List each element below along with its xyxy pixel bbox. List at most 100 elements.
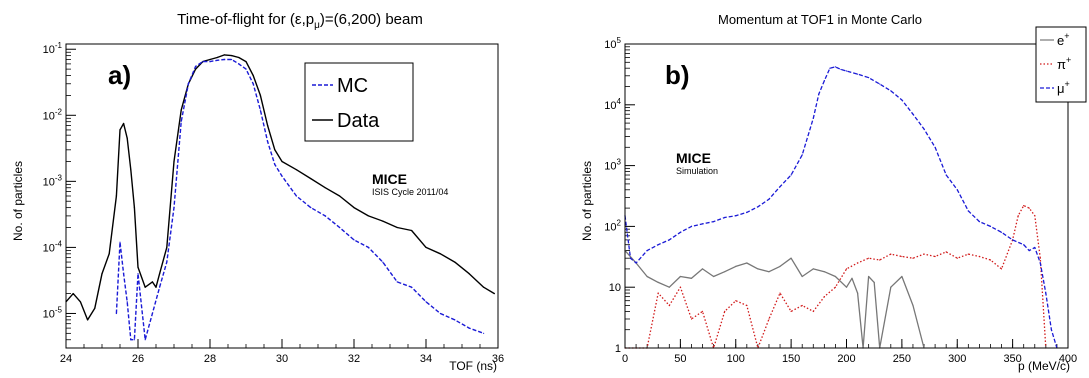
chart-b-point-mu [635,262,637,264]
chart-a-point-mc [310,207,312,209]
chart-a-point-data [396,226,398,229]
chart-b-point-mu [945,174,947,176]
chart-a-point-mc [382,261,384,263]
chart-b-point-mu [724,216,726,219]
chart-a-point-mc [180,121,182,123]
chart-a-ticks: 24 26 28 30 32 34 36 10-1 10-2 10-3 10-4 10-5 [43,41,505,365]
chart-a-legend-text-data: Data [337,110,380,132]
chart-a-ytick-label: 10-4 [43,239,63,254]
chart-b-point-mu [845,70,848,72]
chart-a-point-data [126,137,128,139]
chart-a-point-data [231,55,233,57]
chart-b-point-e [901,275,903,278]
chart-b-point-e [646,275,648,278]
chart-b-ytick-label: 1 [615,343,621,355]
chart-b-point-pi [912,257,914,259]
chart-a-point-data [493,293,495,295]
chart-b-point-e [746,262,748,264]
chart-a-point-mc [281,175,283,177]
chart-b-xtick-label: 400 [1059,353,1077,365]
chart-b-frame [624,43,1069,349]
chart-a-point-mc [454,319,456,321]
chart-b-point-pi [690,318,693,320]
chart-b-point-e [890,286,892,288]
chart-a-point-mc [173,207,175,209]
chart-a-point-data [274,149,276,151]
chart-b-point-e [868,275,870,278]
chart-b-point-e [857,292,859,294]
chart-b-point-pi [790,310,792,312]
chart-a-point-data [108,253,110,255]
chart-a-xtick-label: 24 [60,353,72,365]
chart-a-point-data [324,187,326,189]
chart-b-point-pi [923,253,925,255]
chart-a-point-mc [231,58,233,61]
chart-b-point-pi [1028,207,1030,209]
chart-b-point-mu [757,206,759,208]
chart-a-point-data [281,160,283,163]
chart-b-ytick-label: 10 [609,282,621,294]
chart-b-point-mu [735,215,737,217]
chart-a-point-mc [238,63,240,65]
chart-b-point-mu [1039,262,1041,264]
chart-a-point-mc [126,301,128,303]
chart-a-point-mc [339,226,341,229]
chart-b-point-mu [713,221,715,223]
chart-a-point-data [159,273,161,275]
chart-b-point-pi [978,255,981,258]
chart-b-legend-text-e: e+ [1057,31,1070,48]
chart-a-annotation-sub: ISIS Cycle 2011/04 [372,187,448,197]
chart-a-point-data [180,109,182,111]
chart-b-ylabel: No. of particles [580,161,594,241]
chart-b-series-e [624,250,925,349]
chart-b-legend: e+ π+ μ+ [1035,26,1087,103]
chart-b-point-pi [834,286,837,288]
chart-a-point-mc [119,241,121,243]
chart-a-point-data [454,261,456,263]
chart-a-point-data [295,169,297,171]
chart-b-point-mu [956,189,958,191]
chart-a-point-mc [166,261,168,263]
chart-b-point-pi [934,255,936,258]
chart-b-point-mu [934,146,936,148]
chart-a-xtick-label: 34 [420,353,432,365]
chart-b-ytick-label: 104 [604,97,621,112]
chart-b-point-pi [1039,257,1041,259]
chart-a-point-mc [223,58,225,61]
chart-b-point-e [668,286,670,288]
chart-a-xtick-label: 36 [492,353,504,365]
chart-b-point-mu [790,174,792,176]
chart-a-point-data [166,246,168,248]
chart-b-point-mu [668,239,670,241]
chart-a-point-mc [130,339,132,341]
chart-a-point-data [483,286,485,288]
chart-a-point-mc [115,312,117,315]
chart-a-point-data [238,56,240,59]
chart-b-annotation-title: MICE [676,150,711,166]
chart-b-point-e [757,268,759,270]
chart-b-point-pi [956,257,958,259]
chart-b-point-e [851,277,853,279]
chart-b-point-e [812,268,814,270]
chart-b-point-mu [840,68,842,71]
chart-a-annotation-title: MICE [372,171,407,187]
chart-a-point-data [79,301,81,303]
chart-b-point-pi [845,268,848,270]
chart-a-point-mc [274,163,276,166]
chart-b-point-mu [989,225,992,227]
chart-b-point-mu [1000,231,1003,233]
chart-a-point-mc [267,141,269,143]
chart-a-point-data [367,215,369,217]
chart-a-ylabel: No. of particles [11,161,25,241]
chart-a-point-data [133,207,135,209]
chart-b-point-mu [868,77,870,79]
chart-a-point-data [209,58,211,61]
chart-b-point-pi [1034,215,1036,217]
chart-b-point-e [779,265,781,267]
chart-a-ytick-label: 10-3 [43,173,63,188]
chart-a-point-mc [209,61,211,63]
chart-a-legend: MC Data [304,62,414,142]
chart-b-point-mu [768,198,770,200]
chart-b-xtick-label: 200 [837,353,855,365]
chart-a-xlabel: TOF (ns) [449,359,497,373]
